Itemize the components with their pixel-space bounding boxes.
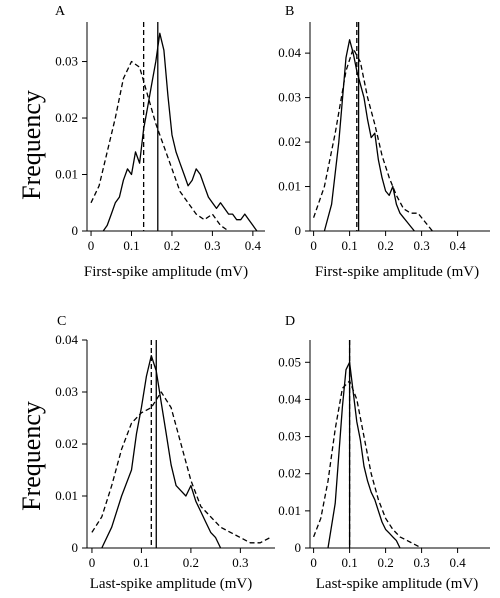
panel-d-xtick-label: 0.2 bbox=[377, 555, 393, 570]
panel-d-ytick-label: 0.05 bbox=[278, 354, 301, 369]
panel-d-letter: D bbox=[285, 314, 295, 329]
panel-c-letter: C bbox=[57, 314, 66, 329]
panel-d-xtick-label: 0.1 bbox=[341, 555, 357, 570]
panel-b-ytick-label: 0.01 bbox=[278, 179, 301, 194]
panel-d: D Last-spike amplitude (mV) 0 0.01 0.02 0.0… bbox=[278, 314, 490, 592]
panel-a-ytick-label: 0.02 bbox=[55, 110, 78, 125]
panel-a-letter: A bbox=[55, 4, 66, 19]
panel-d-xtick-label: 0.4 bbox=[449, 555, 466, 570]
panel-b-xtick-label: 0.1 bbox=[341, 238, 357, 253]
ylabel-bottom: Frequency bbox=[17, 401, 46, 511]
panel-b-letter: B bbox=[285, 4, 294, 19]
panel-d-ytick-label: 0.04 bbox=[278, 391, 301, 406]
panel-b-ytick-label: 0.03 bbox=[278, 90, 301, 105]
panel-c-ytick-label: 0.04 bbox=[55, 332, 78, 347]
panel-d-ytick-label: 0.01 bbox=[278, 503, 301, 518]
panel-d-ytick-label: 0.02 bbox=[278, 466, 301, 481]
panel-d-solid-distribution bbox=[327, 361, 401, 549]
panel-b-xtick-label: 0 bbox=[310, 238, 317, 253]
panel-a-ytick-label: 0.01 bbox=[55, 167, 78, 182]
panel-b-xtick-label: 0.3 bbox=[413, 238, 429, 253]
panel-a: A First-spike amplitude (mV) 0 0.01 0.02 0.… bbox=[55, 4, 265, 280]
panel-d-dashed-distribution bbox=[312, 380, 422, 549]
panel-a-xtick-label: 0.2 bbox=[164, 238, 180, 253]
panel-d-ytick-label: 0 bbox=[295, 540, 302, 555]
panel-a-xlabel: First-spike amplitude (mV) bbox=[84, 264, 248, 280]
panel-c-xtick-label: 0.1 bbox=[133, 555, 149, 570]
panel-c-ytick-label: 0.03 bbox=[55, 384, 78, 399]
panel-b: B First-spike amplitude (mV) 0 0.01 0.02 0.… bbox=[278, 4, 490, 280]
panel-b-xtick-label: 0.4 bbox=[449, 238, 466, 253]
panel-a-ytick-label: 0 bbox=[72, 223, 79, 238]
panel-b-dashed-distribution bbox=[312, 48, 433, 232]
ylabel-top: Frequency bbox=[17, 90, 46, 200]
panel-d-xtick-label: 0.3 bbox=[413, 555, 429, 570]
panel-c-ytick-label: 0 bbox=[72, 540, 79, 555]
panel-d-xtick-label: 0 bbox=[310, 555, 317, 570]
panel-d-ytick-label: 0.03 bbox=[278, 429, 301, 444]
panel-c: C Last-spike amplitude (mV) 0 0.01 0.02 0.0… bbox=[55, 314, 275, 592]
panel-a-xtick-label: 0.4 bbox=[245, 238, 262, 253]
panel-a-solid-distribution bbox=[102, 32, 258, 232]
panel-c-ytick-label: 0.01 bbox=[55, 488, 78, 503]
panel-b-xtick-label: 0.2 bbox=[377, 238, 393, 253]
panel-b-ytick-label: 0 bbox=[295, 223, 302, 238]
panel-d-xlabel: Last-spike amplitude (mV) bbox=[316, 576, 478, 592]
panel-a-xtick-label: 0.1 bbox=[123, 238, 139, 253]
panel-b-ytick-label: 0.02 bbox=[278, 134, 301, 149]
panel-c-xlabel: Last-spike amplitude (mV) bbox=[90, 576, 252, 592]
panel-c-xtick-label: 0 bbox=[89, 555, 96, 570]
panel-a-xtick-label: 0.3 bbox=[204, 238, 220, 253]
panel-b-ytick-label: 0.04 bbox=[278, 45, 301, 60]
panel-b-xlabel: First-spike amplitude (mV) bbox=[315, 264, 479, 280]
panel-c-ytick-label: 0.02 bbox=[55, 436, 78, 451]
panel-c-dashed-distribution bbox=[91, 391, 271, 544]
panel-c-solid-distribution bbox=[101, 354, 222, 549]
panel-a-ytick-label: 0.03 bbox=[55, 54, 78, 69]
panel-c-xtick-label: 0.2 bbox=[183, 555, 199, 570]
panel-c-xtick-label: 0.3 bbox=[232, 555, 248, 570]
panel-a-dashed-distribution bbox=[90, 60, 229, 232]
panel-b-solid-distribution bbox=[323, 39, 415, 232]
panel-a-xtick-label: 0 bbox=[88, 238, 95, 253]
